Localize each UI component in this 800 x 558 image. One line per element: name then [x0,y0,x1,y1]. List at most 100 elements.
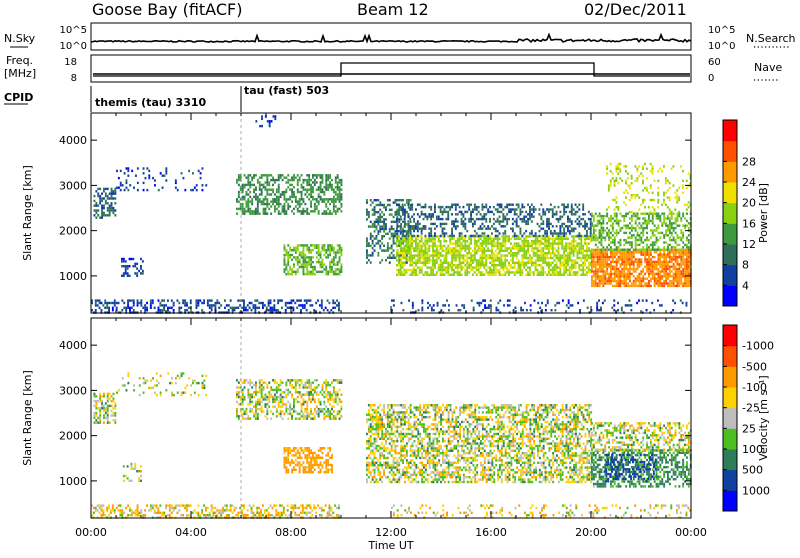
power-cell [333,201,335,203]
power-cell [633,285,635,287]
power-cell [329,210,331,212]
power-cell [341,203,343,205]
power-cell [566,304,568,306]
power-cell [428,232,430,234]
power-cell [608,239,610,241]
power-cell [335,205,337,207]
power-cell [616,273,618,275]
power-cell [120,189,122,191]
power-cell [440,223,442,225]
power-cell [299,179,301,181]
power-cell [561,216,563,218]
power-cell [413,254,415,256]
power-cell [658,278,660,280]
power-cell [513,309,515,311]
power-cell [506,259,508,261]
power-cell [599,254,601,256]
power-cell [440,262,442,264]
power-cell [242,196,244,198]
power-cell [312,271,314,273]
power-cell [461,262,463,264]
power-cell [436,216,438,218]
power-cell [639,261,641,263]
power-cell [428,274,430,276]
power-cell [177,299,179,301]
power-cell [663,254,665,256]
power-cell [276,196,278,198]
power-cell [639,280,641,282]
power-cell [196,307,198,309]
power-cell [400,225,402,227]
power-cell [451,220,453,222]
power-cell [464,225,466,227]
power-cell [483,216,485,218]
power-cell [419,240,421,242]
power-cell [612,278,614,280]
power-cell [329,261,331,263]
power-cell [316,251,318,253]
power-cell [491,225,493,227]
power-cell [101,200,103,202]
power-cell [546,223,548,225]
power-cell [482,223,484,225]
power-cell [520,264,522,266]
power-cell [501,245,503,247]
power-cell [483,262,485,264]
power-cell [143,189,145,191]
power-cell [646,227,648,229]
power-cell [268,184,270,186]
power-cell [678,285,680,287]
power-cell [686,180,688,182]
power-cell [673,282,675,284]
power-cell [529,208,531,210]
power-cell [129,275,131,277]
power-cell [423,245,425,247]
power-cell [499,250,501,252]
power-cell [120,184,122,186]
power-cell [658,273,660,275]
power-cell [406,242,408,244]
power-cell [182,302,184,304]
power-cell [635,229,637,231]
power-cell [461,235,463,237]
power-cell [561,247,563,249]
power-cell [455,228,457,230]
power-cell [444,228,446,230]
power-cell [518,206,520,208]
power-cell [126,167,128,169]
power-cell [577,223,579,225]
power-cell [293,179,295,181]
power-cell [218,302,220,304]
power-cell [426,250,428,252]
power-cell [327,254,329,256]
power-cell [669,268,671,270]
power-cell [535,262,537,264]
power-cell [495,266,497,268]
power-cell [571,230,573,232]
power-cell [617,165,619,167]
power-cell [282,210,284,212]
power-cell [167,299,169,301]
power-cell [335,201,337,203]
power-cell [150,304,152,306]
power-cell [558,302,560,304]
power-cell [497,220,499,222]
power-cell [558,232,560,234]
power-cell [675,217,677,219]
power-cell [610,263,612,265]
power-cell [466,204,468,206]
power-cell [608,229,610,231]
power-cell [539,271,541,273]
power-cell [423,274,425,276]
power-cell [468,242,470,244]
power-cell [368,225,370,227]
power-cell [445,266,447,268]
power-cell [562,299,564,301]
power-cell [407,257,409,259]
power-cell [285,191,287,193]
power-cell [483,247,485,249]
power-cell [678,225,680,227]
power-cell [575,259,577,261]
power-cell [602,227,604,229]
power-cell [419,254,421,256]
